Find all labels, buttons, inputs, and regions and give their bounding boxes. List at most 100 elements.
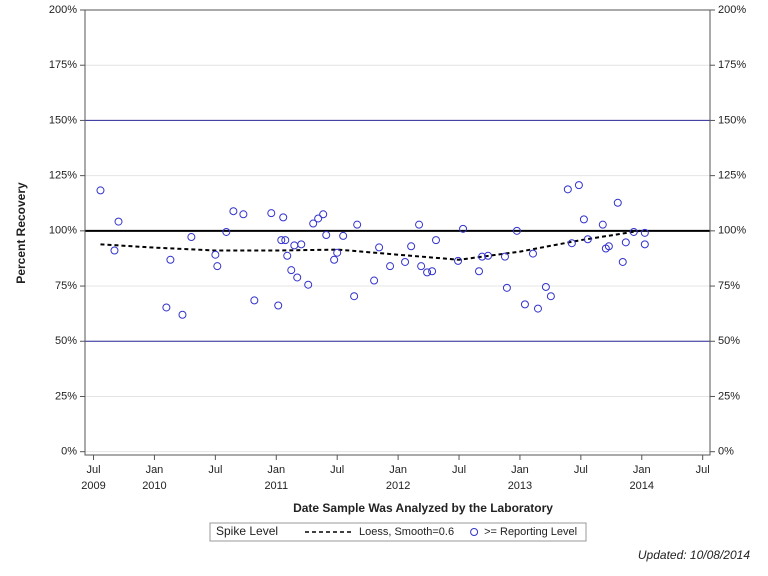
data-point [417, 262, 426, 271]
data-point [309, 219, 318, 228]
data-point [375, 243, 384, 252]
y-axis-label: Percent Recovery [14, 182, 28, 284]
data-point [250, 296, 259, 305]
y-tick-label: 200% [49, 4, 77, 16]
data-point [297, 240, 306, 249]
data-point [319, 210, 328, 219]
data-point [454, 256, 463, 265]
x-tick-label: Jul 2009 [81, 464, 105, 492]
y-tick-label: 25% [55, 390, 77, 402]
data-point [283, 251, 292, 260]
y2-tick-label: 25% [718, 390, 740, 402]
y-tick-label: 50% [55, 335, 77, 347]
data-point [211, 250, 220, 259]
x-tick-label: Jul [452, 464, 466, 476]
data-point [304, 280, 313, 289]
data-point [229, 207, 238, 216]
y-tick-label: 0% [61, 446, 77, 458]
y2-tick-label: 50% [718, 335, 740, 347]
legend-marker [470, 528, 479, 536]
data-point [187, 233, 196, 242]
data-point [541, 282, 550, 291]
data-point [350, 292, 359, 301]
data-point [277, 236, 286, 245]
y2-tick-label: 0% [718, 446, 734, 458]
data-point [281, 236, 290, 245]
x-tick-label: Jan 2013 [508, 464, 532, 492]
data-point [267, 209, 276, 218]
data-point [330, 255, 339, 264]
data-point [640, 240, 649, 249]
x-tick-label: Jan 2012 [386, 464, 410, 492]
data-point [618, 257, 627, 266]
data-point [114, 217, 123, 226]
data-point [407, 242, 416, 251]
data-point [579, 215, 588, 224]
data-point [428, 267, 437, 276]
y-tick-label: 125% [49, 170, 77, 182]
x-tick-label: Jul [574, 464, 588, 476]
footnote: Updated: 10/08/2014 [638, 548, 750, 562]
data-point [604, 242, 613, 251]
data-point [162, 303, 171, 312]
data-point [166, 255, 175, 264]
legend-box [209, 522, 587, 542]
y-tick-label: 75% [55, 280, 77, 292]
loess-line [100, 229, 640, 261]
data-point [293, 273, 302, 282]
x-tick-label: Jan 2011 [264, 464, 288, 492]
data-point [322, 231, 331, 240]
legend-label: Loess, Smooth=0.6 [359, 526, 454, 538]
y-tick-label: 175% [49, 59, 77, 71]
data-point [415, 220, 424, 229]
legend-label: >= Reporting Level [484, 526, 577, 538]
data-point [613, 198, 622, 207]
data-point [339, 231, 348, 240]
y2-tick-label: 175% [718, 59, 746, 71]
data-point [598, 220, 607, 229]
data-point [567, 239, 576, 248]
data-point [386, 262, 395, 271]
data-point [431, 236, 440, 245]
data-point [484, 251, 493, 260]
data-point [574, 181, 583, 190]
data-point [621, 238, 630, 247]
data-point [423, 268, 432, 277]
y2-tick-label: 75% [718, 280, 740, 292]
data-point [178, 310, 187, 319]
data-point [110, 246, 119, 255]
y2-tick-label: 200% [718, 4, 746, 16]
y2-tick-label: 125% [718, 170, 746, 182]
data-point [512, 226, 521, 235]
data-point [401, 257, 410, 266]
data-point [640, 228, 649, 237]
x-tick-label: Jan 2010 [142, 464, 166, 492]
x-tick-label: Jan 2014 [630, 464, 654, 492]
data-point [370, 276, 379, 285]
data-point [222, 227, 231, 236]
data-point [475, 267, 484, 276]
data-point [563, 185, 572, 194]
plot-frame [84, 9, 711, 456]
data-point [287, 266, 296, 275]
x-axis-label: Date Sample Was Analyzed by the Laborato… [293, 501, 553, 515]
data-point [333, 248, 342, 257]
data-point [478, 252, 487, 261]
data-point [528, 249, 537, 258]
x-tick-label: Jul [208, 464, 222, 476]
y2-tick-label: 150% [718, 114, 746, 126]
data-point [314, 214, 323, 223]
data-point [500, 252, 509, 261]
x-tick-label: Jul [330, 464, 344, 476]
data-point [459, 224, 468, 233]
y-tick-label: 100% [49, 225, 77, 237]
data-point [629, 227, 638, 236]
data-point [96, 186, 105, 195]
legend-title: Spike Level [216, 524, 278, 538]
data-point [546, 292, 555, 301]
data-point [583, 235, 592, 244]
data-point [239, 210, 248, 219]
y-tick-label: 150% [49, 114, 77, 126]
